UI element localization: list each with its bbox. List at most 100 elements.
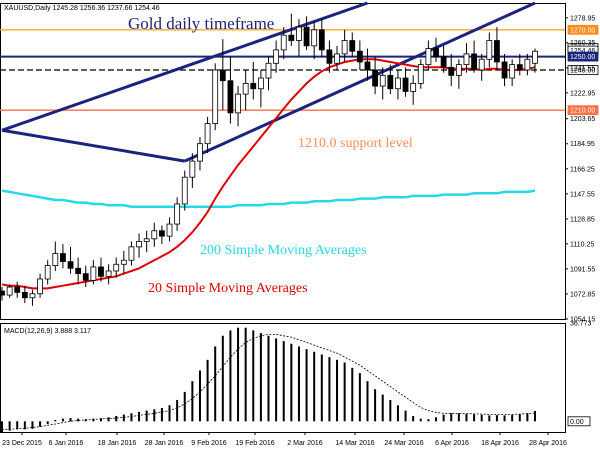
macd-bar <box>313 351 316 422</box>
candle-body <box>212 69 219 124</box>
macd-bar <box>1 421 3 432</box>
candle-body <box>128 246 135 261</box>
candle-body <box>60 253 66 262</box>
candle <box>75 257 82 285</box>
macd-bar <box>16 421 19 430</box>
frame-layer <box>0 3 566 433</box>
candle-body <box>82 273 89 281</box>
candle <box>524 53 531 76</box>
macd-panel-frame <box>0 323 566 433</box>
candle <box>6 284 13 298</box>
candle <box>501 53 508 87</box>
candle <box>113 257 120 278</box>
candle-body <box>379 74 386 87</box>
candle <box>105 264 112 285</box>
macd-bar <box>442 414 445 422</box>
macd-bar <box>229 330 232 422</box>
candle <box>364 48 371 81</box>
macd-bar <box>290 343 293 422</box>
candle <box>82 265 89 288</box>
macd-bar <box>99 418 102 422</box>
x-tick-label: 2 Mar 2016 <box>287 440 323 447</box>
macd-bar <box>320 354 323 422</box>
price-label-text: 1210.00 <box>570 108 595 115</box>
macd-bar <box>297 346 300 422</box>
candle-body <box>486 40 493 60</box>
x-tick-label: 14 Mar 2016 <box>335 440 374 447</box>
macd-bar <box>305 349 308 422</box>
candle-body <box>425 48 432 66</box>
candle-body <box>174 203 181 225</box>
candle <box>166 217 173 242</box>
macd-bar <box>8 421 11 431</box>
candle-body <box>516 64 523 71</box>
candle-body <box>37 278 43 295</box>
candle <box>334 45 340 70</box>
candle-body <box>98 266 104 277</box>
macd-bar <box>480 414 483 422</box>
candle <box>136 233 142 258</box>
price-label-text: 1240.00 <box>570 67 595 74</box>
macd-bar <box>450 413 453 422</box>
macd-bar <box>495 415 498 422</box>
macd-bar <box>153 409 156 422</box>
price-label-box <box>567 24 599 35</box>
candle <box>235 86 241 127</box>
ytick-layer: 1278.95 1260.35 1241.55 1222.95 1203.65 1184.… <box>565 15 595 324</box>
candle <box>37 273 43 298</box>
sma20-annotation: 20 Simple Moving Averages <box>148 281 308 296</box>
macd-bar <box>419 418 422 422</box>
candle <box>296 19 302 57</box>
macd-bar <box>404 410 407 422</box>
x-tick-label: 6 Apr 2016 <box>435 440 469 447</box>
candle-body <box>44 265 51 280</box>
candle-body <box>501 61 508 79</box>
candle <box>90 260 97 285</box>
candle <box>478 53 485 81</box>
macd-bar <box>221 335 224 422</box>
macd-bar <box>343 362 346 422</box>
macd-bar <box>473 414 476 422</box>
y-tick-label: 1166.25 <box>570 166 595 173</box>
macd-bar <box>267 335 270 422</box>
candle-body <box>6 286 13 296</box>
price-label-text: 1254.46 <box>570 48 595 55</box>
macd-zero-box <box>567 416 591 427</box>
candle <box>372 56 379 95</box>
y-tick-label: 1091.55 <box>570 266 595 273</box>
candle <box>0 287 5 301</box>
candle <box>250 61 257 100</box>
candle-body <box>29 293 36 299</box>
candle <box>29 289 36 306</box>
macd-bar <box>237 327 240 422</box>
candle <box>448 53 455 87</box>
candle-body <box>494 40 500 63</box>
macd-bar <box>198 370 201 422</box>
candle <box>486 32 493 68</box>
price-label-box <box>567 51 599 62</box>
macd-bar <box>534 410 536 422</box>
macd-bar <box>183 391 186 422</box>
sma20-line <box>1 58 536 290</box>
candle <box>494 27 500 70</box>
macd-bar <box>526 413 529 422</box>
candle-body <box>151 230 158 240</box>
xtick-layer: 23 Dec 2015 6 Jan 2016 18 Jan 2016 28 Jan 2… <box>2 432 567 447</box>
main-panel-frame <box>0 3 566 320</box>
macd-signal-line <box>2 333 536 430</box>
candle-body <box>341 40 348 55</box>
candle-body <box>356 50 363 63</box>
sma200-annotation: 200 Simple Moving Averages <box>200 243 367 258</box>
candle-body <box>349 40 356 52</box>
y-tick-label: 1260.35 <box>570 40 595 47</box>
candle <box>425 40 432 70</box>
candle-body <box>158 230 165 237</box>
macd-bar <box>435 417 438 422</box>
macd-bar <box>206 359 209 422</box>
candle <box>410 75 417 105</box>
macd-bar <box>518 414 521 422</box>
macd-bar <box>465 413 468 422</box>
candle-body <box>524 58 531 71</box>
candle-body <box>113 263 120 272</box>
macd-bar <box>275 338 278 422</box>
